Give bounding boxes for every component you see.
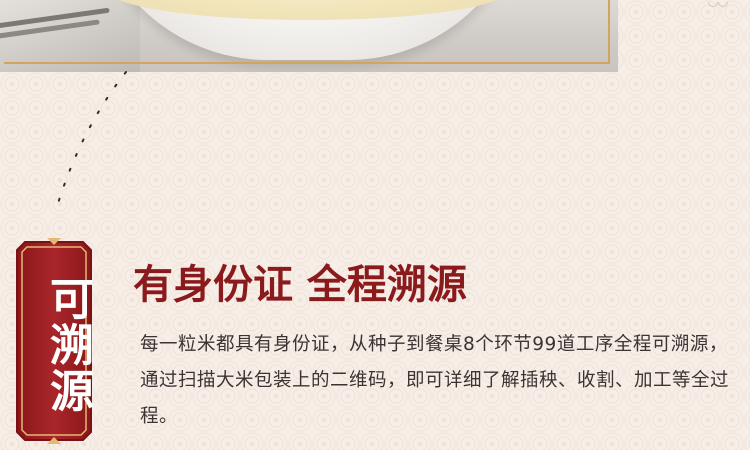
description-paragraph: 每一粒米都具有身份证，从种子到餐桌8个环节99道工序全程可溯源，通过扫描大米包装… xyxy=(140,334,730,427)
gold-frame xyxy=(4,0,610,64)
section-heading: 有身份证 全程溯源 xyxy=(133,261,467,308)
cloud-ornament-icon xyxy=(708,0,728,8)
badge-label: 可溯源 xyxy=(42,276,93,414)
rice-surface xyxy=(108,0,508,20)
rice-bowl-photo xyxy=(0,0,618,72)
badge-shape xyxy=(16,238,92,444)
traceable-badge: 可溯源 xyxy=(13,238,95,444)
table-surface xyxy=(0,0,140,72)
dashed-connector xyxy=(55,71,127,211)
